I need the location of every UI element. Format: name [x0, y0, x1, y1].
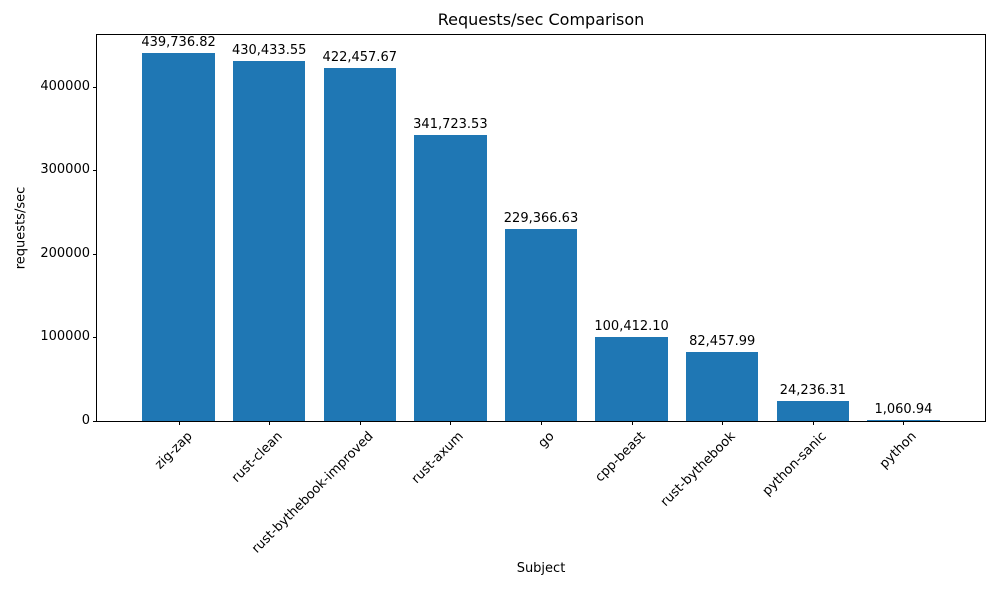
bar	[504, 229, 578, 421]
bar	[414, 135, 487, 421]
y-tick-mark	[93, 86, 97, 88]
x-tick-mark	[178, 421, 180, 425]
x-tick-label: rust-clean	[229, 429, 286, 486]
x-tick-label: rust-bythebook	[658, 429, 739, 510]
x-tick-label: cpp-beast	[592, 429, 649, 486]
y-tick-label: 0	[81, 413, 90, 428]
x-tick-label: python	[877, 429, 921, 472]
bar-value-label: 439,736.82	[141, 35, 216, 51]
y-tick-mark	[93, 170, 97, 172]
x-tick-mark	[269, 421, 271, 425]
x-tick-label: go	[535, 429, 558, 452]
bar	[323, 67, 396, 421]
x-tick-mark	[903, 421, 905, 425]
bar-value-label: 229,366.63	[503, 211, 579, 227]
bar	[232, 61, 306, 421]
bar	[685, 352, 759, 421]
bar	[142, 53, 215, 421]
bar-value-label: 1,060.94	[874, 402, 933, 417]
bar	[867, 420, 940, 421]
bar-value-label: 100,412.10	[594, 319, 669, 335]
bar	[595, 337, 668, 421]
x-tick-mark	[450, 421, 452, 425]
bar-value-label: 430,433.55	[231, 43, 307, 59]
bar-value-label: 422,457.67	[322, 49, 397, 65]
x-tick-label: rust-axum	[409, 429, 467, 487]
bar-value-label: 341,723.53	[413, 117, 488, 133]
bar	[776, 400, 850, 421]
y-tick-mark	[93, 337, 97, 339]
x-tick-mark	[631, 421, 633, 425]
y-tick-label: 400000	[40, 78, 90, 94]
bar-value-label: 82,457.99	[689, 334, 756, 350]
x-tick-label: zig-zap	[151, 429, 196, 473]
x-tick-mark	[359, 421, 361, 425]
x-tick-mark	[722, 421, 724, 425]
bar-value-label: 24,236.31	[779, 382, 846, 398]
y-tick-label: 100000	[40, 329, 90, 345]
y-tick-label: 300000	[40, 162, 90, 178]
x-tick-label: python-sanic	[759, 429, 830, 499]
y-tick-label: 200000	[40, 245, 90, 261]
x-axis-label: Subject	[516, 561, 566, 576]
x-tick-mark	[812, 421, 814, 425]
y-tick-mark	[93, 421, 97, 422]
y-tick-mark	[93, 253, 97, 255]
chart-title: Requests/sec Comparison	[437, 10, 645, 29]
x-tick-mark	[541, 421, 542, 425]
